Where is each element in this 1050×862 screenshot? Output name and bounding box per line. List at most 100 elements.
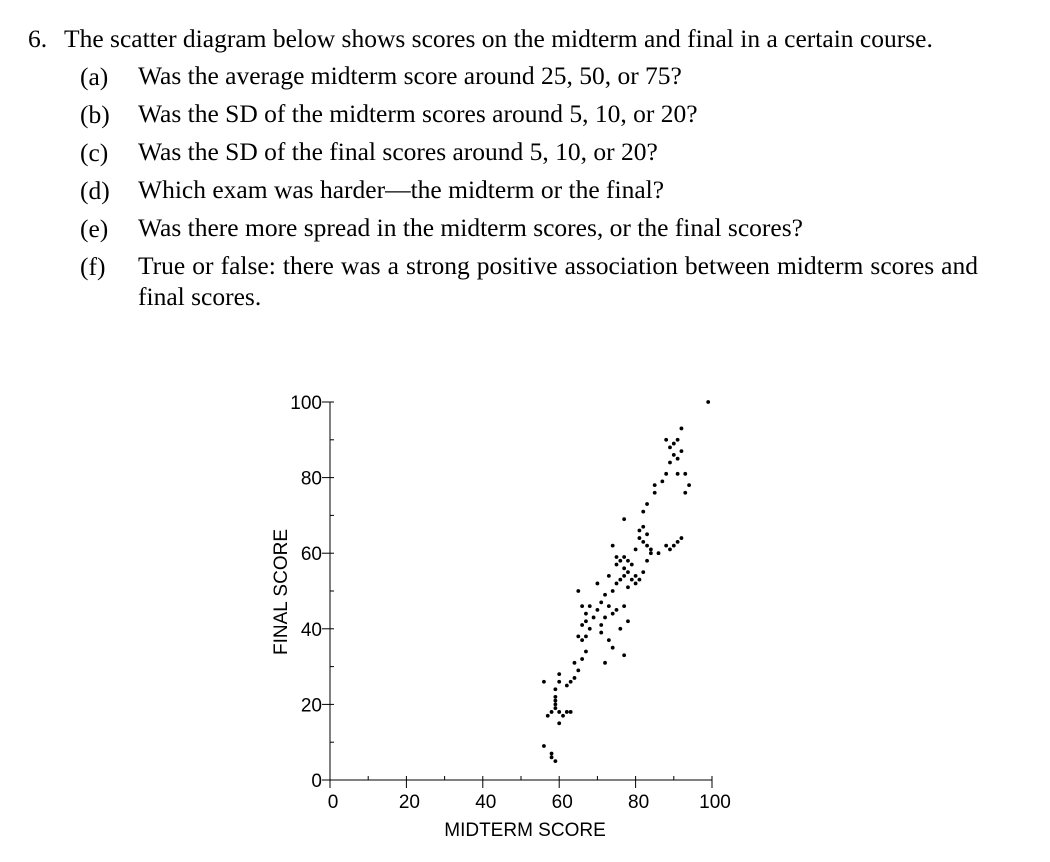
data-point [584,619,588,624]
part-label: (c) [80,138,109,167]
part-text: Was the SD of the midterm scores around … [138,99,698,128]
data-point [675,539,680,544]
data-point [584,634,588,639]
data-point [622,604,627,609]
question-part-a: (a) Was the average midterm score around … [80,60,978,93]
data-point [675,471,680,476]
part-label: (a) [80,62,109,91]
data-point [606,573,611,578]
data-point [568,710,573,714]
data-point [553,706,558,711]
part-text: Was the average midterm score around 25,… [138,61,682,90]
data-point [626,585,630,590]
data-point [664,471,669,476]
data-point [591,615,596,620]
data-point [664,543,669,548]
data-point [572,660,577,665]
data-point [610,589,615,593]
data-point [557,721,562,726]
data-point [618,626,623,631]
data-point [553,702,558,707]
data-point [557,710,562,714]
data-point [576,668,581,673]
data-point [645,543,649,548]
data-point [633,573,638,578]
data-point [584,611,588,616]
data-point [553,694,558,699]
data-point [706,400,711,404]
data-point [595,581,600,586]
data-point [675,456,680,461]
y-axis-label: FINAL SCORE [271,529,292,655]
question-part-d: (d) Which exam was harder—the midterm or … [80,174,978,207]
question-parts: (a) Was the average midterm score around … [28,60,978,312]
data-point [656,551,661,556]
data-point [622,555,627,559]
data-point [629,562,634,567]
data-point [687,483,691,488]
problem: 6. The scatter diagram below shows score… [28,22,978,317]
data-point [610,543,615,548]
data-point [549,751,554,756]
data-point [561,713,565,718]
y-tick-label: 60 [301,544,322,565]
data-point [580,604,585,609]
data-point [542,744,546,748]
data-point [626,558,630,563]
part-label: (e) [80,214,109,243]
data-point [553,698,558,703]
y-tick-label: 20 [301,695,322,716]
part-label: (b) [80,100,110,129]
x-tick-label: 80 [628,792,649,813]
data-point [622,653,627,658]
data-point [618,558,623,563]
data-point [580,657,585,661]
data-point [584,649,588,654]
chart-points [542,400,711,763]
data-point [549,755,554,760]
y-tick-label: 80 [301,469,322,490]
data-point [648,551,653,556]
data-point [671,453,676,457]
data-point [557,672,562,677]
part-label: (d) [80,176,110,205]
data-point [626,619,630,624]
x-tick-label: 20 [399,792,420,813]
data-point [641,570,646,574]
data-point [668,445,672,450]
part-text: Was there more spread in the midterm sco… [138,213,803,242]
part-text: True or false: there was a strong positi… [138,251,978,311]
chart-axes: 0 20 40 60 80 100 0 20 40 60 80 100 [290,393,731,813]
x-tick-label: 100 [699,792,731,813]
data-point [645,502,649,506]
data-point [641,509,646,514]
data-point [660,479,665,484]
data-point [618,577,623,582]
data-point [614,555,619,559]
part-text: Which exam was harder—the midterm or the… [138,175,665,204]
data-point [679,536,684,540]
data-point [568,679,573,684]
data-point [610,611,615,616]
data-point [564,683,569,688]
data-point [683,490,688,495]
data-point [652,483,657,488]
data-point [626,570,630,574]
data-point [614,581,619,586]
data-point [553,759,558,763]
data-point [645,558,649,563]
data-point [637,536,642,540]
data-point [629,577,634,582]
data-point [679,449,684,454]
y-tick-label: 40 [301,620,322,641]
question-part-e: (e) Was there more spread in the midterm … [80,212,978,245]
data-point [576,589,581,593]
data-point [645,532,649,537]
data-point [668,547,672,552]
data-point [576,634,581,639]
data-point [641,524,646,529]
problem-stem-text: The scatter diagram below shows scores o… [64,24,933,53]
data-point [572,676,577,680]
question-part-c: (c) Was the SD of the final scores around… [80,136,978,169]
x-axis-label: MIDTERM SCORE [444,820,606,841]
